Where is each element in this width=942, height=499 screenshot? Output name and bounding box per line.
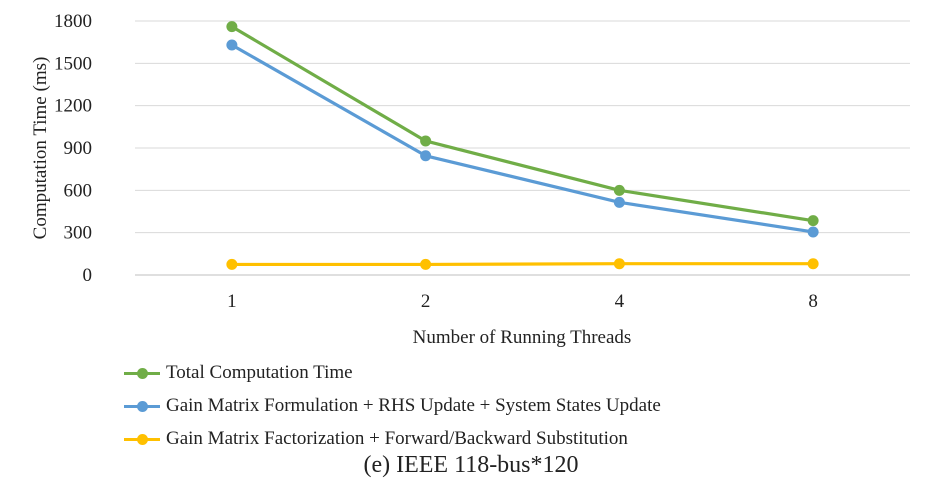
y-axis-ticks: 0 300 600 900 1200 1500 1800 [54, 11, 92, 286]
y-tick-label: 900 [64, 138, 93, 159]
legend-item: Gain Matrix Factorization + Forward/Back… [124, 422, 661, 455]
data-point [613, 258, 625, 270]
x-tick-label: 4 [615, 291, 625, 312]
legend-swatch [124, 396, 160, 416]
legend-swatch [124, 363, 160, 383]
legend-swatch [124, 429, 160, 449]
y-tick-label: 1500 [54, 53, 92, 74]
x-tick-label: 1 [227, 291, 237, 312]
data-point [226, 39, 238, 51]
legend: Total Computation Time Gain Matrix Formul… [124, 356, 661, 455]
y-tick-label: 1800 [54, 11, 92, 32]
line-chart: 0 300 600 900 1200 1500 1800 1 2 4 8 Computation … [30, 11, 910, 348]
x-axis-title: Number of Running Threads [413, 327, 632, 348]
gridlines [135, 20, 910, 276]
y-axis-title: Computation Time (ms) [30, 57, 51, 240]
data-point [420, 258, 432, 270]
data-point [613, 184, 625, 196]
series-lines [226, 21, 819, 270]
legend-label: Gain Matrix Factorization + Forward/Back… [166, 427, 628, 449]
x-tick-label: 2 [421, 291, 431, 312]
series-line-2 [231, 43, 814, 234]
x-tick-label: 8 [808, 291, 818, 312]
data-point [420, 135, 432, 147]
data-point [226, 258, 238, 270]
x-axis-ticks: 1 2 4 8 [227, 291, 818, 312]
data-point [420, 150, 432, 162]
series-line-1 [231, 25, 814, 223]
legend-label: Gain Matrix Formulation + RHS Update + S… [166, 394, 661, 416]
data-point [613, 196, 625, 208]
legend-label: Total Computation Time [166, 361, 353, 383]
y-tick-label: 300 [64, 223, 93, 244]
legend-item: Total Computation Time [124, 356, 661, 389]
legend-item: Gain Matrix Formulation + RHS Update + S… [124, 389, 661, 422]
series-line-3 [231, 262, 814, 267]
figure-caption: (e) IEEE 118-bus*120 [363, 452, 579, 478]
data-point [807, 226, 819, 238]
y-tick-label: 0 [83, 265, 93, 286]
data-point [226, 21, 238, 33]
y-tick-label: 600 [64, 180, 93, 201]
y-tick-label: 1200 [54, 96, 92, 117]
data-point [807, 215, 819, 227]
data-point [807, 258, 819, 270]
